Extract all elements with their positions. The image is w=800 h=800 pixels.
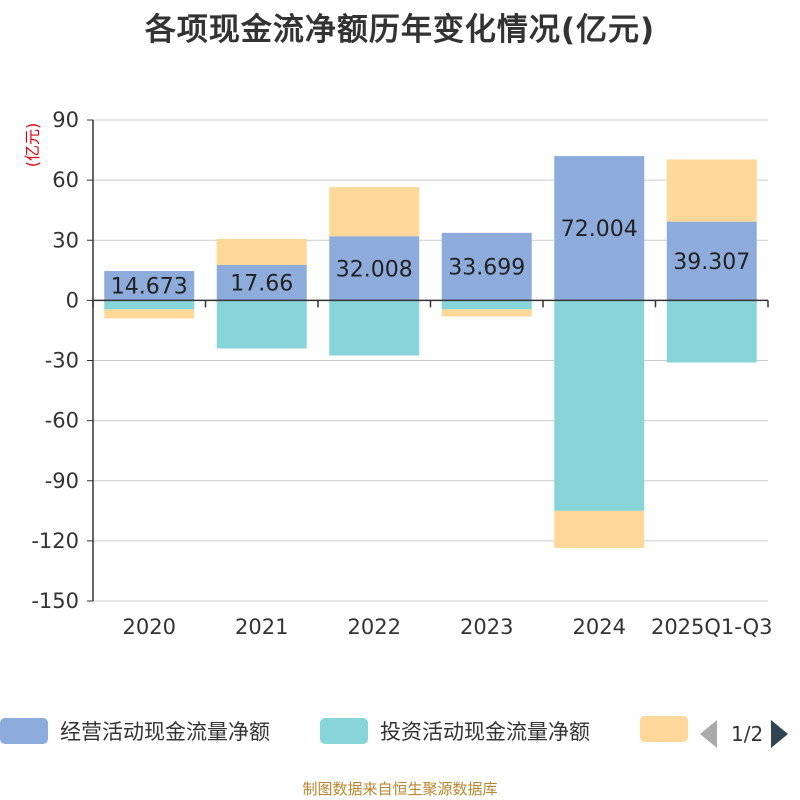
bar-segment <box>216 300 307 349</box>
bar-segment <box>666 300 757 363</box>
y-tick-label: 0 <box>66 288 79 312</box>
data-labels: 14.673 17.66 32.008 33.699 72.004 39.307 <box>111 217 750 299</box>
y-tick-label: 90 <box>52 108 79 132</box>
x-tick-label: 2022 <box>348 615 401 639</box>
legend-pager: 1/2 <box>700 716 789 752</box>
x-tick-label: 2025Q1-Q3 <box>651 615 773 639</box>
data-label: 33.699 <box>448 256 525 281</box>
grid-lines <box>93 119 768 602</box>
bar-segment <box>666 159 757 222</box>
legend-item-financing[interactable] <box>640 716 688 742</box>
bar-segment <box>554 300 645 511</box>
bar-segment <box>441 300 532 310</box>
bar-segment <box>554 156 645 301</box>
data-label: 17.66 <box>230 272 293 297</box>
data-source-note: 制图数据来自恒生聚源数据库 <box>302 780 498 798</box>
data-label: 72.004 <box>561 217 638 242</box>
legend-item-investing[interactable]: 投资活动现金流量净额 <box>320 716 590 746</box>
y-tick-label: -60 <box>45 409 79 433</box>
y-axis-unit-label: (亿元) <box>23 123 42 168</box>
y-tick-label: 60 <box>52 168 79 192</box>
data-label: 39.307 <box>673 250 750 275</box>
bar-segment <box>329 187 420 237</box>
pager-next-icon[interactable] <box>771 720 789 748</box>
legend-label-operating: 经营活动现金流量净额 <box>60 720 270 744</box>
bar-segment <box>104 309 195 319</box>
chart-title: 各项现金流净额历年变化情况(亿元) <box>144 12 656 48</box>
x-tick-label: 2024 <box>573 615 626 639</box>
stacked-bar-chart: 90 60 30 0 -30 -60 -90 -120 -150 2020 2021 2022 2023… <box>23 108 773 639</box>
x-tick-label: 2020 <box>123 615 176 639</box>
y-tick-label: -90 <box>45 469 79 493</box>
legend-item-operating[interactable]: 经营活动现金流量净额 <box>0 716 270 746</box>
x-tick-label: 2021 <box>235 615 288 639</box>
bar-segment <box>104 270 195 301</box>
pager-prev-icon[interactable] <box>700 720 717 748</box>
y-tick-label: 30 <box>52 228 79 252</box>
legend-swatch-operating <box>0 718 48 744</box>
bar-segment <box>554 510 645 548</box>
bar-segment <box>216 238 307 265</box>
bar-segment <box>329 300 420 356</box>
data-label: 32.008 <box>336 257 413 282</box>
bar-segment <box>441 309 532 317</box>
x-tick-label: 2023 <box>460 615 513 639</box>
y-tick-label: -30 <box>45 349 79 373</box>
data-label: 14.673 <box>111 275 188 300</box>
legend: 经营活动现金流量净额 投资活动现金流量净额 1/2 <box>0 716 800 752</box>
bar-segment <box>216 264 307 301</box>
legend-label-investing: 投资活动现金流量净额 <box>380 720 590 744</box>
bar-segment <box>104 300 195 310</box>
bar-segment <box>441 232 532 301</box>
bar-segment <box>329 236 420 301</box>
legend-swatch-investing <box>320 718 368 744</box>
pager-page-number: 1/2 <box>731 722 764 746</box>
y-tick-label: -150 <box>31 589 79 613</box>
legend-swatch-financing <box>640 716 688 742</box>
y-tick-label: -120 <box>31 529 79 553</box>
axes: 90 60 30 0 -30 -60 -90 -120 -150 2020 2021 2022 2023… <box>31 108 772 639</box>
bar-segment <box>666 221 757 301</box>
bars <box>104 156 757 548</box>
